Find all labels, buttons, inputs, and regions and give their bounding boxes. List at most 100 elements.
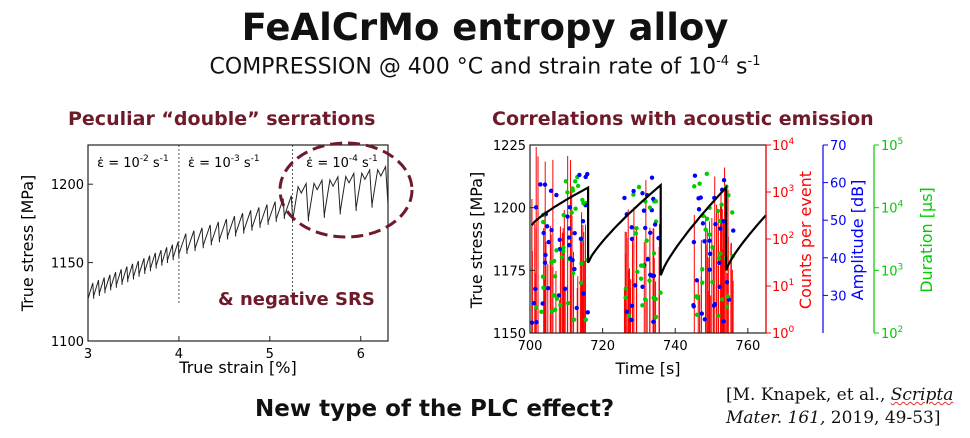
left-x-tick-label: 6 xyxy=(357,347,365,362)
amplitude-point xyxy=(721,319,726,324)
amplitude-tick-label: 60 xyxy=(830,177,847,192)
plc-question: New type of the PLC effect? xyxy=(255,396,615,422)
amplitude-point xyxy=(565,214,570,219)
amplitude-point xyxy=(541,230,546,236)
amplitude-point xyxy=(699,311,705,316)
duration-point xyxy=(560,249,566,254)
amplitude-point xyxy=(562,286,568,291)
amplitude-point xyxy=(656,235,661,241)
amplitude-point xyxy=(585,310,590,315)
amplitude-point xyxy=(538,182,543,187)
amplitude-point xyxy=(529,320,535,325)
amplitude-point xyxy=(707,267,712,272)
right-x-tick-label: 760 xyxy=(735,339,760,354)
left-x-tick-label: 4 xyxy=(175,347,183,362)
amplitude-point xyxy=(624,309,630,314)
amplitude-point xyxy=(648,230,653,236)
duration-point xyxy=(700,267,705,272)
amplitude-point xyxy=(548,188,554,194)
amplitude-point xyxy=(533,286,538,292)
amplitude-point xyxy=(531,300,537,306)
duration-point xyxy=(653,296,658,302)
amplitude-point xyxy=(691,239,697,245)
amplitude-point xyxy=(568,256,573,261)
duration-point xyxy=(644,238,649,243)
right-y-tick-label: 1175 xyxy=(493,264,526,279)
amplitude-point xyxy=(708,251,713,257)
amplitude-point xyxy=(545,285,551,291)
amplitude-point xyxy=(629,303,635,309)
right-y-tick-label: 1200 xyxy=(493,202,526,217)
duration-point xyxy=(623,295,628,300)
duration-point xyxy=(541,285,546,290)
amplitude-point xyxy=(691,303,696,308)
duration-point xyxy=(635,269,640,274)
left-x-axis-label: True strain [%] xyxy=(178,358,296,377)
duration-point xyxy=(704,216,710,221)
duration-point xyxy=(559,254,565,260)
duration-point xyxy=(651,251,657,256)
amplitude-point xyxy=(721,219,726,224)
amplitude-point xyxy=(711,303,717,308)
duration-point xyxy=(638,276,644,281)
amplitude-point xyxy=(574,305,579,311)
left-plot-frame xyxy=(87,144,389,342)
duration-tick-label: 103 xyxy=(881,262,903,279)
amplitude-point xyxy=(567,204,572,210)
amplitude-point xyxy=(542,182,548,187)
duration-point xyxy=(719,202,724,207)
duration-point xyxy=(647,278,652,283)
duration-point xyxy=(631,192,636,197)
amplitude-point xyxy=(534,319,539,325)
right-panel-heading: Correlations with acoustic emission xyxy=(492,108,874,130)
amplitude-point xyxy=(549,227,554,233)
amplitude-point xyxy=(724,280,730,285)
duration-point xyxy=(540,219,546,225)
duration-point xyxy=(623,286,629,291)
amplitude-point xyxy=(718,226,723,231)
amplitude-point xyxy=(717,260,722,265)
duration-point xyxy=(726,193,731,198)
duration-point xyxy=(647,205,653,210)
duration-point xyxy=(717,218,723,224)
amplitude-point xyxy=(566,235,572,240)
amplitude-point xyxy=(556,293,562,298)
counts-tick-label: 101 xyxy=(772,278,794,295)
amplitude-point xyxy=(707,238,712,243)
amplitude-point xyxy=(713,222,718,227)
duration-point xyxy=(534,305,539,310)
duration-point xyxy=(579,261,584,266)
stress-strain-chart: 3 4 5 6 1100 1150 1200 True stress [MPa] True … xyxy=(18,141,414,377)
duration-point xyxy=(580,197,585,203)
page-subtitle: COMPRESSION @ 400 °C and strain rate of … xyxy=(209,54,761,80)
right-x-tick-label: 720 xyxy=(590,339,615,354)
amplitude-point xyxy=(572,266,577,272)
counts-tick-label: 103 xyxy=(772,184,794,201)
amplitude-point xyxy=(543,252,548,258)
duration-point xyxy=(540,274,546,279)
duration-point xyxy=(700,280,705,285)
right-y-tick-label: 1225 xyxy=(493,139,526,154)
duration-point xyxy=(578,280,584,286)
amplitude-point xyxy=(554,192,559,198)
duration-point xyxy=(707,232,712,237)
duration-point xyxy=(716,313,721,318)
amplitude-axis-label: Amplitude [dB] xyxy=(848,180,867,301)
stress-strain-curve xyxy=(87,164,389,299)
amplitude-point xyxy=(546,239,551,245)
amplitude-point xyxy=(544,224,550,229)
left-y-tick-label: 1150 xyxy=(51,257,84,272)
duration-point xyxy=(704,171,710,177)
amplitude-point xyxy=(632,283,638,288)
amplitude-point xyxy=(557,246,562,252)
duration-point xyxy=(653,314,659,320)
duration-point xyxy=(571,317,577,322)
amplitude-point xyxy=(649,175,655,180)
duration-point xyxy=(570,188,576,193)
amplitude-point xyxy=(702,317,708,322)
left-panel-heading: Peculiar “double” serrations xyxy=(68,108,376,130)
counts-axis-label: Counts per event xyxy=(796,171,815,309)
duration-point xyxy=(583,317,588,323)
right-y-axis-label: True stress [MPa] xyxy=(467,172,486,310)
duration-point xyxy=(725,294,731,299)
